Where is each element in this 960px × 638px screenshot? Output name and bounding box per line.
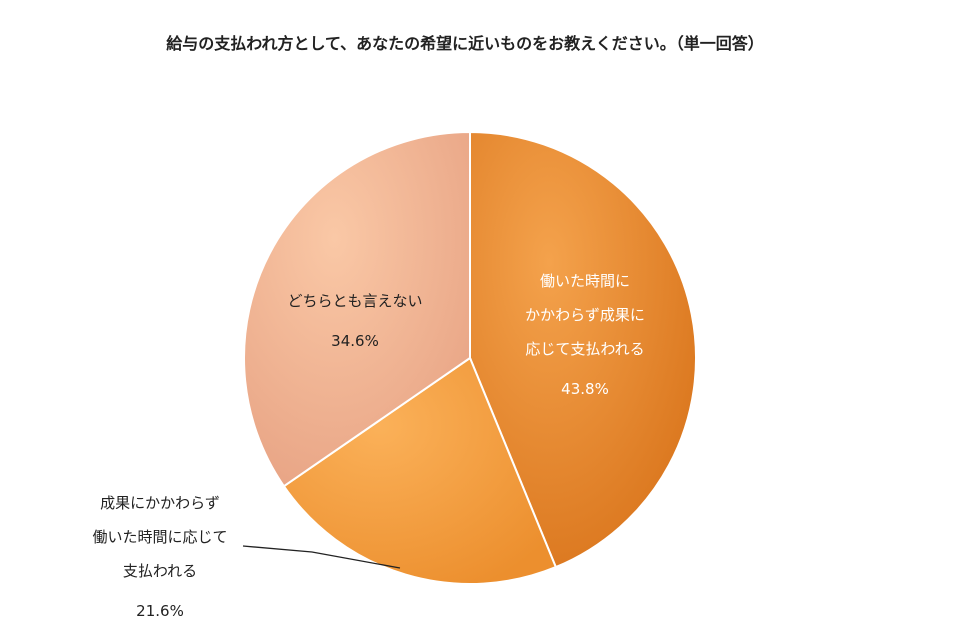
pie-slice bbox=[243, 130, 471, 488]
slice-value-label: 21.6% bbox=[136, 602, 184, 620]
slice-category-label: 支払われる bbox=[123, 562, 197, 580]
slice-category-label: 成果にかかわらず bbox=[100, 494, 220, 512]
slice-category-label: 応じて支払われる bbox=[525, 340, 644, 358]
chart-title: 給与の支払われ方として、あなたの希望に近いものをお教えください。（単一回答） bbox=[166, 34, 764, 53]
slice-category-label: かかわらず成果に bbox=[525, 306, 645, 324]
slice-category-label: 働いた時間に bbox=[540, 272, 630, 290]
slice-value-label: 43.8% bbox=[561, 380, 609, 398]
pie-slice bbox=[469, 130, 697, 569]
slice-category-label: 働いた時間に応じて bbox=[92, 528, 227, 546]
slice-category-label: どちらとも言えない bbox=[287, 292, 422, 310]
pie-slice bbox=[282, 356, 558, 585]
slice-value-label: 34.6% bbox=[331, 332, 379, 350]
leader-line bbox=[242, 545, 401, 569]
